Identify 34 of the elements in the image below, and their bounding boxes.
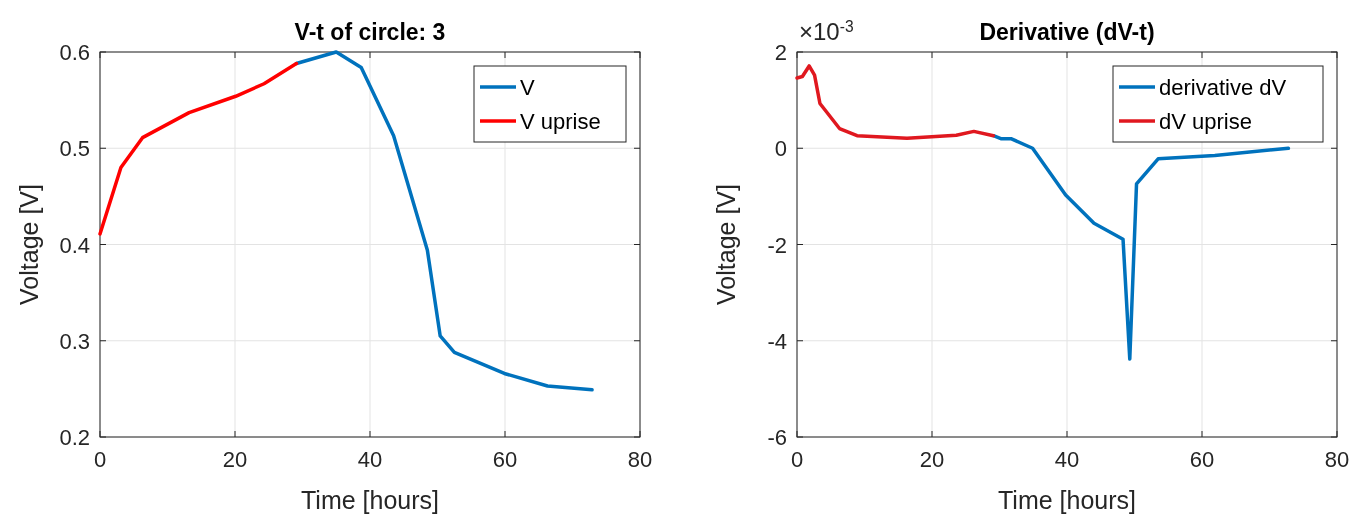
x-axis-title: Time [hours] [997, 486, 1137, 514]
x-tick-label: 80 [1324, 447, 1350, 472]
x-tick-label: 20 [222, 447, 248, 472]
x-tick-label: 40 [1054, 447, 1080, 472]
y-tick-label: -6 [767, 425, 787, 450]
legend-label: derivative dV [1159, 75, 1287, 100]
text: ×10$^{-3}$ [799, 17, 854, 45]
x-tick-label: 40 [357, 447, 383, 472]
y-tick-label: -4 [767, 328, 787, 354]
legend-label: V [520, 75, 535, 100]
x-tick-label: 60 [492, 447, 518, 472]
x-tick-label: 60 [1189, 447, 1215, 472]
x-tick-label: 80 [627, 447, 653, 472]
y-tick-label: 0.5 [59, 136, 90, 162]
y-tick-label: 0.4 [59, 232, 90, 258]
y-tick-label: 0.2 [59, 425, 90, 450]
line-series [98, 61, 299, 236]
y-tick-label: 0.6 [59, 40, 90, 65]
y-tick-label: 0.3 [59, 328, 90, 354]
x-tick-label: 0 [790, 447, 804, 472]
x-tick-label: 20 [919, 447, 945, 472]
line-series [795, 64, 996, 140]
y-tick-label: 2 [774, 40, 787, 65]
chart-title: Derivative (dV-t) [979, 19, 1155, 45]
x-tick-label: 0 [93, 447, 107, 472]
legend-label: dV uprise [1159, 109, 1252, 134]
y-tick-label: -2 [767, 232, 787, 258]
line-series [991, 133, 1291, 361]
chart-title: V-t of circle: 3 [294, 19, 446, 45]
y-axis-title: Voltage [V] [712, 184, 740, 305]
y-tick-label: 0 [774, 136, 787, 162]
y-axis-title: Voltage [V] [15, 184, 43, 305]
x-axis-title: Time [hours] [300, 486, 440, 514]
legend-label: V uprise [520, 109, 601, 134]
